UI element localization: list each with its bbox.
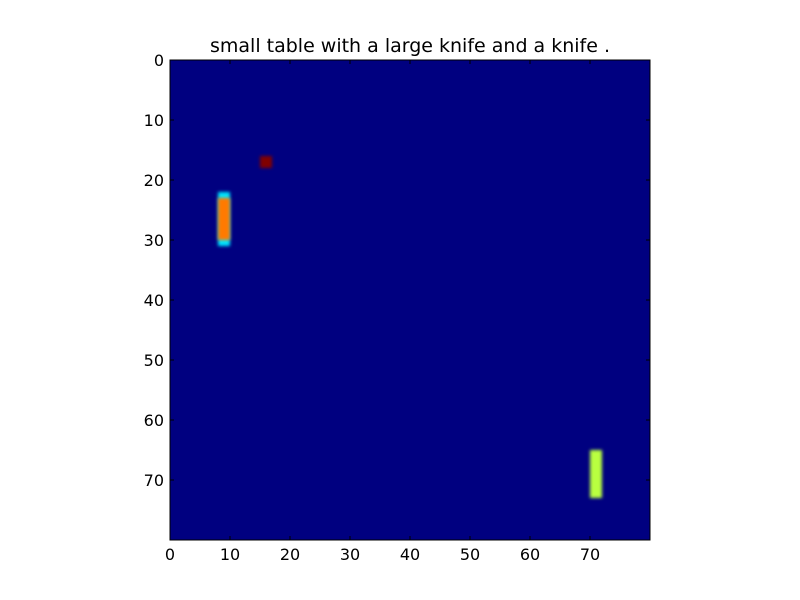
y-tick-label-0: 0 [154,51,164,70]
heatmap-cell-0 [260,156,272,168]
heatmap-cell-2 [218,198,230,240]
y-tick-label-3: 30 [144,231,164,250]
y-tick-label-4: 40 [144,291,164,310]
x-axis: 0 10 20 30 40 50 60 70 [165,60,600,564]
y-tick-label-6: 60 [144,411,164,430]
x-tick-label-5: 50 [460,545,480,564]
x-tick-label-3: 30 [340,545,360,564]
x-tick-label-6: 60 [520,545,540,564]
y-tick-label-1: 10 [144,111,164,130]
chart-title: small table with a large knife and a kni… [209,35,611,57]
heatmap-cells [218,156,602,498]
y-tick-label-5: 50 [144,351,164,370]
x-tick-label-1: 10 [220,545,240,564]
x-tick-label-4: 40 [400,545,420,564]
x-tick-label-2: 20 [280,545,300,564]
heatmap-cell-3 [590,450,602,498]
x-tick-label-7: 70 [580,545,600,564]
x-tick-label-0: 0 [165,545,175,564]
plot-background [170,60,650,540]
y-tick-label-7: 70 [144,471,164,490]
y-axis: 0 10 20 30 40 50 60 70 [144,51,650,490]
y-tick-label-2: 20 [144,171,164,190]
